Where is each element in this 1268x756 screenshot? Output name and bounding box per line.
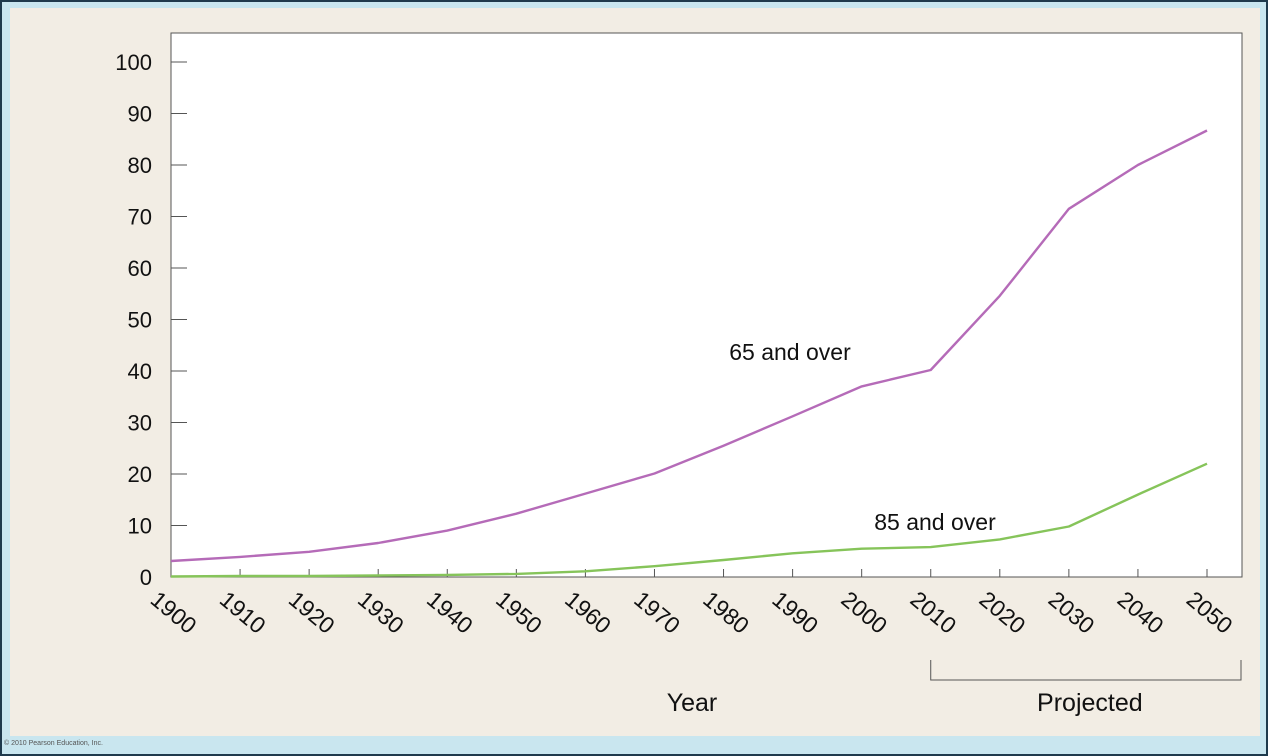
plot-area: [170, 32, 1243, 578]
y-tick-label: 70: [128, 205, 152, 230]
x-tick-label: 2030: [1044, 586, 1100, 639]
y-tick-label: 60: [128, 256, 152, 281]
copyright-credit: © 2010 Pearson Education, Inc.: [4, 740, 103, 747]
y-tick-label: 0: [140, 565, 152, 590]
x-tick-label: 1980: [698, 586, 754, 639]
x-tick-label: 1940: [422, 586, 478, 639]
y-tick-label: 40: [128, 359, 152, 384]
y-tick-label: 50: [128, 308, 152, 333]
series-line: [170, 129, 1208, 563]
series-label: 65 and over: [729, 339, 851, 365]
x-tick-label: 1900: [146, 586, 202, 639]
x-tick-label: 2040: [1113, 586, 1169, 639]
y-tick-label: 10: [128, 514, 152, 539]
y-tick-label: 80: [128, 153, 152, 178]
x-tick-label: 2050: [1182, 586, 1238, 639]
x-axis-label: Year: [667, 689, 718, 717]
series-label: 85 and over: [874, 509, 996, 535]
y-tick-label: 100: [115, 50, 152, 75]
y-tick-label: 30: [128, 411, 152, 436]
x-tick-label: 2020: [975, 586, 1031, 639]
projected-label: Projected: [1037, 689, 1143, 717]
y-tick-label: 90: [128, 102, 152, 127]
x-tick-label: 1910: [215, 586, 271, 639]
x-tick-label: 2000: [836, 586, 892, 639]
x-tick-label: 1970: [629, 586, 685, 639]
x-tick-label: 1990: [767, 586, 823, 639]
y-tick-label: 20: [128, 462, 152, 487]
x-tick-label: 1930: [353, 586, 409, 639]
projected-bracket: [930, 660, 1242, 681]
x-tick-label: 1950: [491, 586, 547, 639]
series-line: [170, 462, 1208, 578]
x-tick-label: 2010: [906, 586, 962, 639]
x-tick-label: 1920: [284, 586, 340, 639]
x-tick-label: 1960: [560, 586, 616, 639]
